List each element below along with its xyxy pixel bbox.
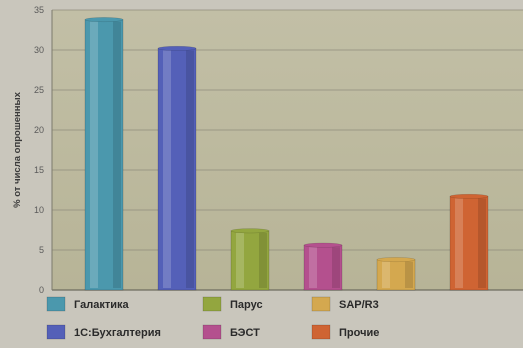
plot-area (52, 10, 523, 290)
bar-shade (332, 247, 340, 288)
legend: Галактика Парус SAP/R3 1С:Бухгалтерия БЭСТ Пр… (46, 296, 379, 340)
gridlines (52, 9, 523, 291)
legend-swatch-5 (311, 296, 331, 312)
bar-2 (157, 48, 197, 291)
y-tick-label: 5 (39, 245, 44, 255)
bar-shade (259, 232, 267, 288)
bar-top (157, 45, 197, 51)
legend-label-4: БЭСТ (230, 327, 260, 339)
bar-top (376, 257, 416, 263)
legend-label-2: 1С:Бухгалтерия (74, 327, 161, 339)
legend-swatch-2 (46, 324, 66, 340)
bar-1 (84, 19, 124, 291)
y-tick-label: 15 (34, 165, 44, 175)
bar-shade (186, 50, 194, 289)
bar-3 (230, 230, 270, 291)
bar-highlight (90, 21, 98, 288)
bar-top (303, 242, 343, 248)
bar-top (84, 17, 124, 23)
legend-swatch-1 (46, 296, 66, 312)
y-axis-ticks: 0 5 10 15 20 25 30 35 (34, 5, 44, 295)
y-tick-label: 20 (34, 125, 44, 135)
bar-highlight (163, 50, 171, 289)
legend-label-5: SAP/R3 (339, 299, 379, 311)
bar-highlight (309, 247, 317, 288)
legend-label-6: Прочие (339, 327, 379, 339)
bar-6 (449, 196, 489, 291)
bar-top (230, 228, 270, 234)
bar-4 (303, 244, 343, 291)
y-axis-title: % от числа опрошенных (12, 91, 23, 207)
y-tick-label: 0 (39, 285, 44, 295)
legend-label-1: Галактика (74, 299, 129, 311)
bar-shade (113, 21, 121, 288)
bar-shade (405, 261, 413, 288)
legend-swatch-6 (311, 324, 331, 340)
bar-highlight (455, 198, 463, 288)
bar-highlight (382, 261, 390, 288)
y-tick-label: 30 (34, 45, 44, 55)
bar-highlight (236, 232, 244, 288)
bar-top (449, 193, 489, 199)
bar-5 (376, 259, 416, 291)
legend-swatch-4 (202, 324, 222, 340)
legend-label-3: Парус (230, 299, 263, 311)
y-tick-label: 25 (34, 85, 44, 95)
bars (84, 17, 489, 291)
bar-shade (478, 198, 486, 288)
y-tick-label: 10 (34, 205, 44, 215)
legend-swatch-3 (202, 296, 222, 312)
y-tick-label: 35 (34, 5, 44, 15)
